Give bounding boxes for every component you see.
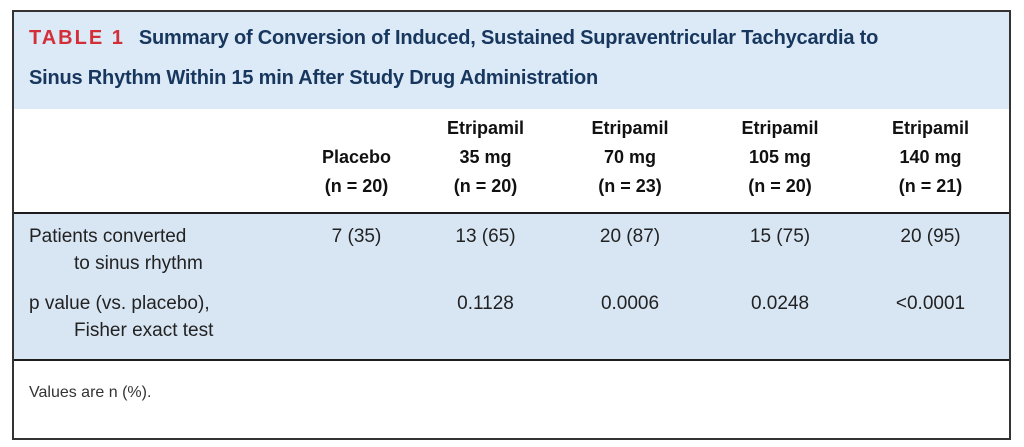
table-footnote-bar: Values are n (%). bbox=[14, 361, 1009, 435]
column-header-line: Placebo bbox=[321, 147, 392, 167]
column-header-row: Placebo (n = 20) Etripamil 35 mg (n = 20… bbox=[14, 109, 1009, 212]
table-title-text-line1: Summary of Conversion of Induced, Sustai… bbox=[138, 27, 879, 49]
column-header-line: (n = 20) bbox=[324, 176, 389, 196]
row-label-line: Patients converted bbox=[29, 226, 187, 247]
column-header-line: 140 mg bbox=[899, 147, 962, 167]
column-header-line: (n = 21) bbox=[898, 176, 963, 196]
table-row-p-value: p value (vs. placebo), Fisher exact test… bbox=[14, 290, 1009, 344]
column-header-etripamil-35mg: Etripamil 35 mg (n = 20) bbox=[417, 109, 554, 212]
column-header-line: Etripamil bbox=[446, 118, 525, 138]
cell-value: 7 (35) bbox=[331, 226, 382, 247]
column-header-line: Etripamil bbox=[591, 118, 669, 138]
cell-value: 0.0248 bbox=[750, 293, 810, 314]
column-header-line: (n = 20) bbox=[453, 176, 518, 196]
row-label-line: Fisher exact test bbox=[74, 320, 214, 341]
table-number-label: TABLE 1 bbox=[29, 27, 125, 49]
column-header-etripamil-105mg: Etripamil 105 mg (n = 20) bbox=[706, 109, 854, 212]
column-header-line: Etripamil bbox=[741, 118, 819, 138]
row-label: p value (vs. placebo), Fisher exact test bbox=[14, 290, 296, 344]
cell-value: 13 (65) bbox=[455, 226, 516, 247]
cell-value: 20 (87) bbox=[599, 226, 661, 247]
cell-value: <0.0001 bbox=[895, 293, 966, 314]
column-header-line: Etripamil bbox=[891, 118, 970, 138]
cell-value: 15 (75) bbox=[749, 226, 811, 247]
table-1-figure: TABLE 1 Summary of Conversion of Induced,… bbox=[12, 10, 1011, 440]
cell-value: 20 (95) bbox=[900, 226, 961, 247]
column-header-placebo: Placebo (n = 20) bbox=[296, 109, 417, 212]
table-title-text-line2: Sinus Rhythm Within 15 min After Study D… bbox=[29, 67, 598, 89]
row-label-line: p value (vs. placebo), bbox=[29, 293, 210, 314]
cell-value: 0.0006 bbox=[600, 293, 660, 314]
column-header-spacer bbox=[14, 109, 296, 212]
column-header-etripamil-70mg: Etripamil 70 mg (n = 23) bbox=[554, 109, 706, 212]
column-header-etripamil-140mg: Etripamil 140 mg (n = 21) bbox=[854, 109, 1007, 212]
table-title-bar: TABLE 1 Summary of Conversion of Induced,… bbox=[14, 12, 1009, 109]
row-label: Patients converted to sinus rhythm bbox=[14, 223, 296, 277]
table-footnote: Values are n (%). bbox=[29, 384, 152, 401]
column-header-line: 70 mg bbox=[603, 147, 657, 167]
table-title-line1: TABLE 1 Summary of Conversion of Induced,… bbox=[29, 18, 993, 58]
column-header-line: 35 mg bbox=[459, 147, 512, 167]
row-label-line: to sinus rhythm bbox=[74, 253, 203, 274]
column-header-line: 105 mg bbox=[748, 147, 812, 167]
table-body: Patients converted to sinus rhythm 7 (35… bbox=[14, 212, 1009, 361]
column-header-line: (n = 23) bbox=[598, 176, 662, 196]
cell-value: 0.1128 bbox=[457, 293, 514, 314]
column-header-line: (n = 20) bbox=[748, 176, 812, 196]
table-row-patients-converted: Patients converted to sinus rhythm 7 (35… bbox=[14, 223, 1009, 277]
